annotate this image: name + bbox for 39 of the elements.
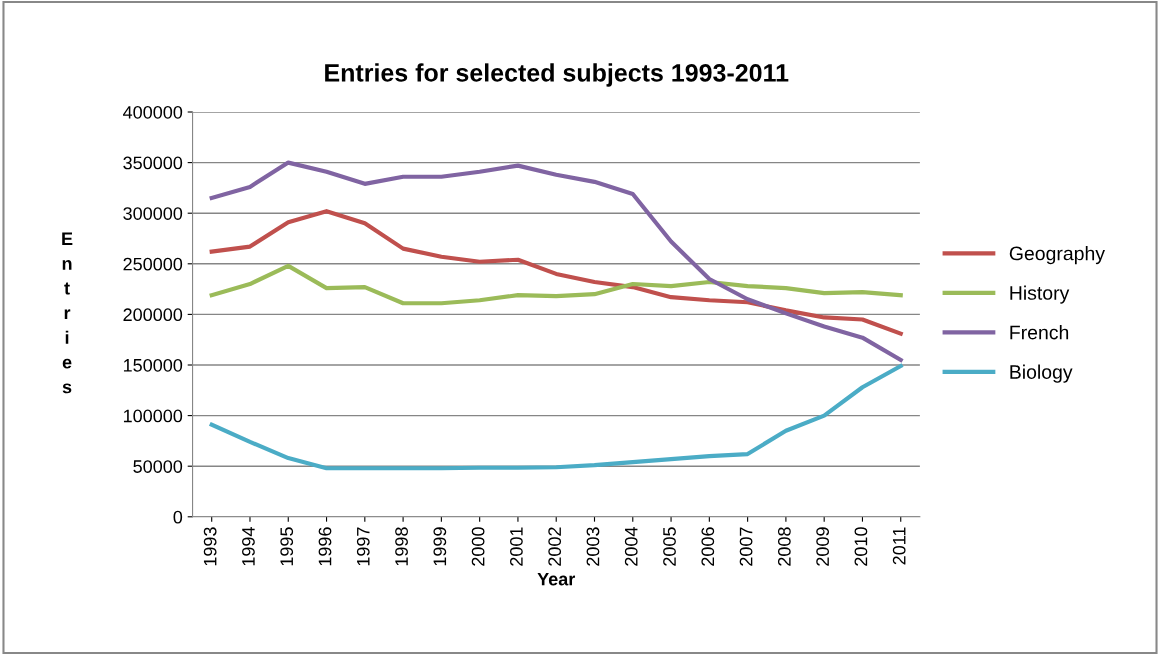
- x-tick-label: 1993: [203, 527, 217, 566]
- legend-label: History: [1010, 285, 1070, 304]
- y-tick-label: 250000: [123, 257, 183, 271]
- y-tick-label: 0: [173, 510, 183, 524]
- line-series: [209, 263, 903, 306]
- x-tick-label: 2007: [739, 527, 753, 566]
- y-tick-label: 150000: [123, 358, 183, 372]
- x-tick-label: 2001: [510, 527, 523, 566]
- y-tick-label: 200000: [123, 308, 183, 322]
- x-axis-title: Year: [537, 572, 576, 586]
- x-tick-label: 2002: [548, 527, 562, 566]
- x-tick-label: 2009: [816, 527, 830, 566]
- x-tick-label: 2000: [471, 527, 485, 566]
- x-tick-label: 1999: [433, 527, 447, 566]
- line-series: [209, 160, 903, 363]
- x-tick-label: 1998: [395, 527, 408, 566]
- y-axis-title: Entries: [62, 232, 73, 394]
- y-tick-label: 100000: [123, 409, 183, 423]
- x-tick-label: 2006: [701, 527, 715, 566]
- legend-label: Biology: [1010, 364, 1073, 383]
- x-tick-label: 1995: [280, 527, 294, 566]
- y-tick-label: 50000: [133, 460, 183, 473]
- x-tick-label: 1994: [242, 527, 255, 566]
- x-tick-label: 1996: [318, 527, 332, 566]
- y-tick-label: 350000: [123, 156, 183, 170]
- x-tick-label: 2011: [892, 527, 906, 565]
- line-series: [209, 363, 903, 471]
- x-tick-label: 2004: [624, 527, 638, 566]
- x-tick-label: 2010: [854, 527, 868, 566]
- x-tick-label: 2008: [777, 527, 791, 566]
- line-series: [209, 209, 903, 336]
- x-tick-label: 2003: [586, 527, 600, 566]
- y-tick-label: 300000: [123, 207, 183, 220]
- legend-label: French: [1010, 325, 1069, 340]
- y-tick-label: 400000: [123, 105, 183, 119]
- x-tick-label: 2005: [663, 527, 676, 566]
- chart-title: Entries for selected subjects 1993-2011: [325, 63, 789, 87]
- legend-label: Geography: [1009, 246, 1105, 265]
- x-tick-label: 1997: [356, 527, 370, 566]
